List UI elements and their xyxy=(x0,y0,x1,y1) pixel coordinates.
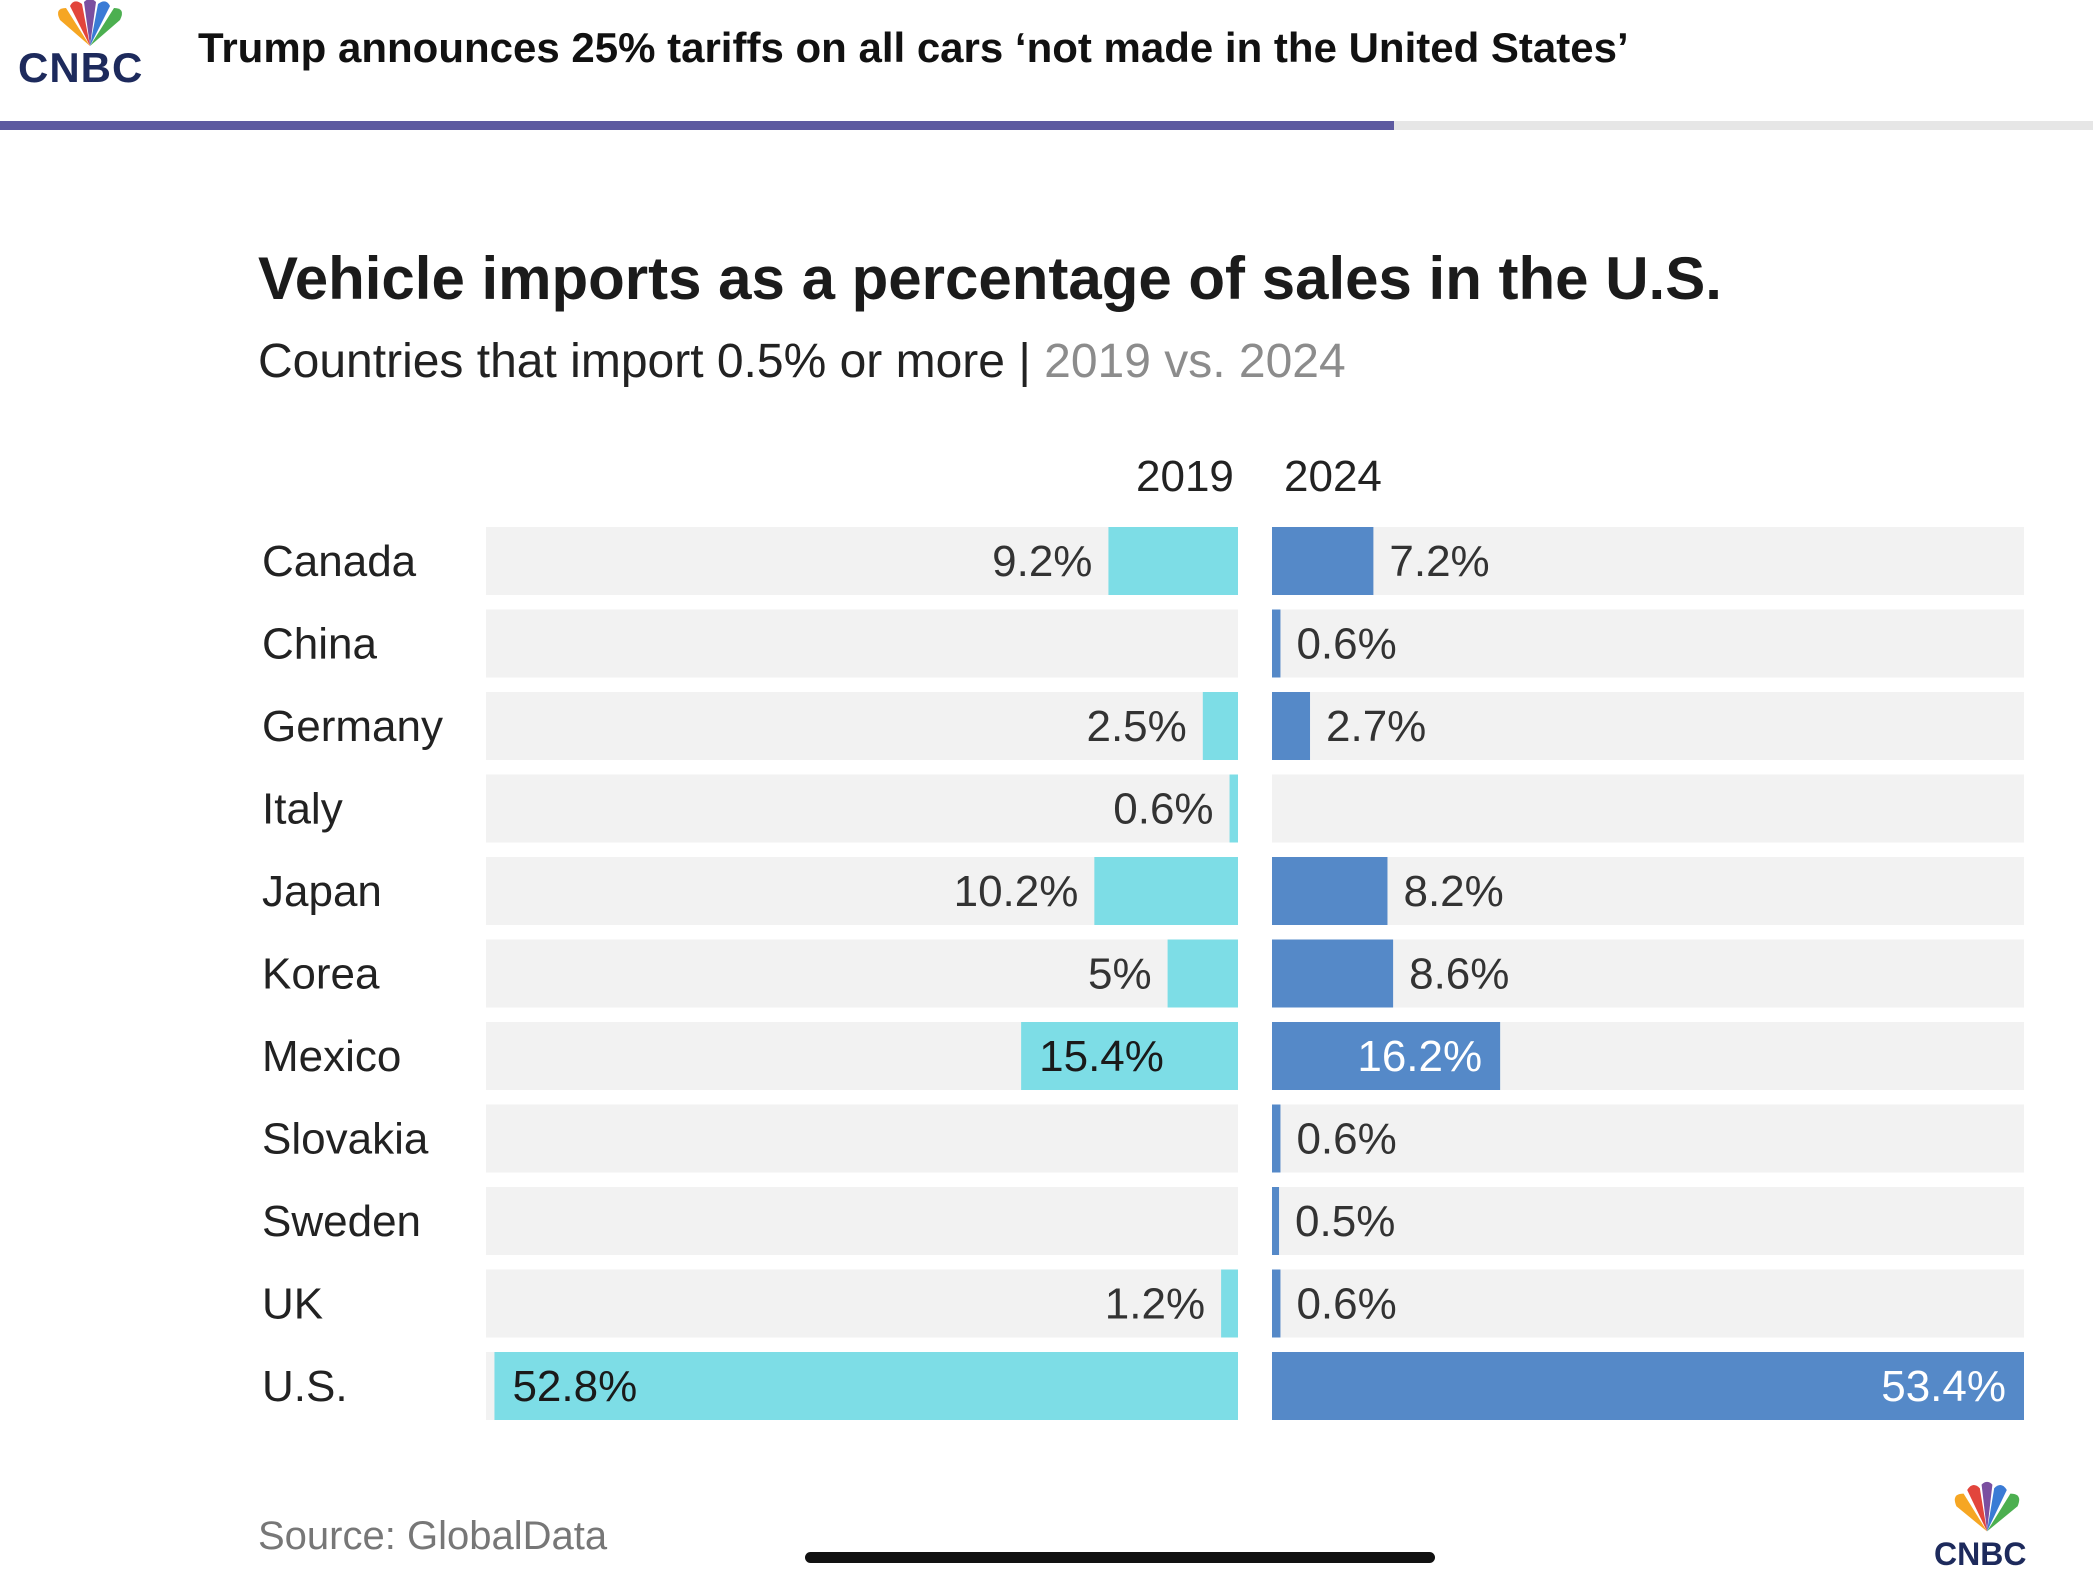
country-label: China xyxy=(262,620,377,669)
subtitle-separator: | xyxy=(1004,335,1045,388)
country-label: Japan xyxy=(262,867,382,916)
track-2024 xyxy=(1272,774,2024,843)
bar-2024 xyxy=(1272,939,1394,1008)
track-2024 xyxy=(1272,527,2024,595)
bar-2019 xyxy=(1094,857,1238,925)
data-label-2019: 52.8% xyxy=(512,1362,637,1411)
peacock-icon xyxy=(58,0,122,47)
data-label-2024: 0.6% xyxy=(1296,1115,1396,1164)
reading-progress-fill xyxy=(0,121,1394,130)
track-2019 xyxy=(486,1269,1238,1338)
bar-2024 xyxy=(1272,1104,1281,1173)
track-2024 xyxy=(1272,1187,2024,1255)
cnbc-logo-bottom: CNBC xyxy=(1928,1480,2048,1572)
data-label-2024: 0.6% xyxy=(1296,1280,1396,1329)
data-label-2024: 53.4% xyxy=(1881,1362,2006,1411)
country-label: Canada xyxy=(262,537,417,586)
track-2024 xyxy=(1272,939,2024,1008)
data-label-2024: 16.2% xyxy=(1357,1032,1482,1081)
data-label-2024: 8.6% xyxy=(1409,950,1509,999)
year-label-2019: 2019 xyxy=(1136,452,1234,501)
track-2019 xyxy=(486,1104,1238,1173)
bar-2019 xyxy=(1229,774,1238,843)
cnbc-logo[interactable]: CNBC xyxy=(18,0,158,92)
track-2019 xyxy=(486,939,1238,1008)
cnbc-wordmark: CNBC xyxy=(18,44,144,91)
track-2019 xyxy=(486,609,1238,678)
data-label-2024: 0.6% xyxy=(1296,620,1396,669)
peacock-icon xyxy=(1954,1481,2020,1532)
bar-2024 xyxy=(1272,609,1281,678)
chart-subtitle: Countries that import 0.5% or more | 201… xyxy=(258,334,1346,389)
track-2024 xyxy=(1272,692,2024,760)
track-2019 xyxy=(486,774,1238,843)
country-label: Slovakia xyxy=(262,1115,429,1164)
cnbc-wordmark-bottom: CNBC xyxy=(1934,1536,2027,1572)
source-note: Source: GlobalData xyxy=(258,1514,608,1558)
country-label: Germany xyxy=(262,702,443,751)
country-label: Korea xyxy=(262,950,380,999)
year-label-2024: 2024 xyxy=(1284,452,1382,501)
country-label: Italy xyxy=(262,785,343,834)
top-bar: CNBC Trump announces 25% tariffs on all … xyxy=(0,0,2093,130)
home-indicator[interactable] xyxy=(805,1552,1435,1563)
bar-2019 xyxy=(1021,1022,1238,1090)
track-2024 xyxy=(1272,857,2024,925)
country-label: UK xyxy=(262,1280,323,1329)
country-label: U.S. xyxy=(262,1362,348,1411)
data-label-2019: 15.4% xyxy=(1039,1032,1164,1081)
chart-title: Vehicle imports as a percentage of sales… xyxy=(258,245,1722,312)
bar-2019 xyxy=(1108,527,1238,595)
data-label-2024: 0.5% xyxy=(1295,1197,1395,1246)
bar-2019 xyxy=(1167,939,1238,1008)
article-headline[interactable]: Trump announces 25% tariffs on all cars … xyxy=(198,24,1629,71)
bar-2024 xyxy=(1272,1187,1280,1255)
bar-2019 xyxy=(494,1352,1238,1420)
bar-2024 xyxy=(1272,1269,1281,1338)
bar-2024 xyxy=(1272,1022,1501,1090)
data-label-2024: 7.2% xyxy=(1389,537,1489,586)
data-label-2019: 1.2% xyxy=(1105,1280,1205,1329)
subtitle-years: 2019 vs. 2024 xyxy=(1044,335,1346,388)
bar-2024 xyxy=(1272,1352,2024,1420)
data-label-2019: 9.2% xyxy=(992,537,1092,586)
data-label-2019: 0.6% xyxy=(1113,785,1213,834)
track-2024 xyxy=(1272,1269,2024,1338)
track-2019 xyxy=(486,692,1238,760)
bar-2024 xyxy=(1272,857,1388,925)
reading-progress-bar xyxy=(0,121,2093,130)
data-label-2024: 2.7% xyxy=(1326,702,1426,751)
data-label-2024: 8.2% xyxy=(1403,867,1503,916)
data-label-2019: 2.5% xyxy=(1086,702,1186,751)
data-label-2019: 5% xyxy=(1088,950,1152,999)
country-label: Mexico xyxy=(262,1032,401,1081)
data-label-2019: 10.2% xyxy=(954,867,1079,916)
bar-2019 xyxy=(1221,1269,1238,1338)
bar-2019 xyxy=(1202,692,1238,760)
country-label: Sweden xyxy=(262,1197,421,1246)
track-2019 xyxy=(486,1187,1238,1255)
bar-2024 xyxy=(1272,692,1311,760)
bar-2024 xyxy=(1272,527,1374,595)
track-2024 xyxy=(1272,609,2024,678)
subtitle-text: Countries that import 0.5% or more xyxy=(258,335,1005,388)
track-2024 xyxy=(1272,1104,2024,1173)
